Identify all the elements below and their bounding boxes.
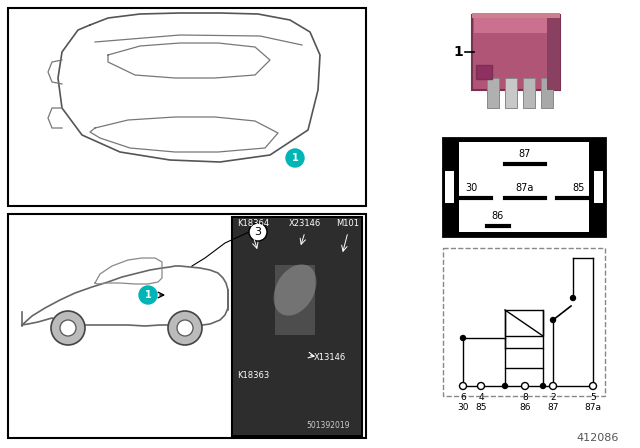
Circle shape <box>51 311 85 345</box>
Circle shape <box>168 311 202 345</box>
Text: 86: 86 <box>519 404 531 413</box>
Circle shape <box>541 383 545 388</box>
Text: 1: 1 <box>292 153 298 163</box>
Text: M101: M101 <box>337 220 360 228</box>
Circle shape <box>286 149 304 167</box>
Text: 3: 3 <box>255 227 262 237</box>
Text: 87: 87 <box>519 149 531 159</box>
Bar <box>594 171 603 203</box>
Text: 501392019: 501392019 <box>307 421 350 430</box>
Text: X13146: X13146 <box>314 353 346 362</box>
Text: K18364: K18364 <box>237 220 269 228</box>
Text: X23146: X23146 <box>289 220 321 228</box>
Circle shape <box>522 383 529 389</box>
Circle shape <box>591 383 595 388</box>
Bar <box>505 78 517 108</box>
Circle shape <box>570 296 575 301</box>
Bar <box>232 217 362 436</box>
Bar <box>487 78 499 108</box>
Bar <box>443 166 459 208</box>
Bar <box>472 13 560 18</box>
Text: 30: 30 <box>457 404 468 413</box>
Circle shape <box>60 320 76 336</box>
Text: K18363: K18363 <box>237 370 269 379</box>
Text: 1: 1 <box>453 45 463 59</box>
Circle shape <box>550 383 557 389</box>
Bar <box>505 310 543 336</box>
Circle shape <box>550 318 556 323</box>
Circle shape <box>502 383 508 388</box>
Circle shape <box>460 383 467 389</box>
Bar <box>547 15 560 90</box>
Text: 87a: 87a <box>584 404 602 413</box>
Text: 6: 6 <box>460 393 466 402</box>
Bar <box>8 214 366 438</box>
Bar <box>233 218 361 435</box>
Circle shape <box>249 223 267 241</box>
Circle shape <box>477 383 484 389</box>
Bar <box>523 78 535 108</box>
Text: 86: 86 <box>492 211 504 221</box>
Bar <box>472 15 560 90</box>
Ellipse shape <box>273 264 316 316</box>
Bar <box>474 15 559 33</box>
Circle shape <box>139 286 157 304</box>
Text: 2: 2 <box>550 393 556 402</box>
Bar <box>459 142 589 232</box>
Bar <box>541 78 553 108</box>
Text: 87: 87 <box>547 404 559 413</box>
Text: 4: 4 <box>478 393 484 402</box>
Bar <box>8 8 366 206</box>
Text: 412086: 412086 <box>577 433 619 443</box>
Bar <box>505 348 543 368</box>
Text: 85: 85 <box>476 404 487 413</box>
Bar <box>443 138 605 236</box>
Bar <box>445 171 454 203</box>
Text: 5: 5 <box>590 393 596 402</box>
Circle shape <box>589 383 596 389</box>
Bar <box>443 248 605 396</box>
Text: 85: 85 <box>573 183 585 193</box>
Circle shape <box>550 383 556 388</box>
Text: 87a: 87a <box>516 183 534 193</box>
Circle shape <box>177 320 193 336</box>
Bar <box>275 265 315 335</box>
Bar <box>589 166 605 208</box>
Bar <box>476 65 492 79</box>
Text: 1: 1 <box>145 290 152 300</box>
Circle shape <box>461 336 465 340</box>
Text: 30: 30 <box>465 183 477 193</box>
Text: 8: 8 <box>522 393 528 402</box>
